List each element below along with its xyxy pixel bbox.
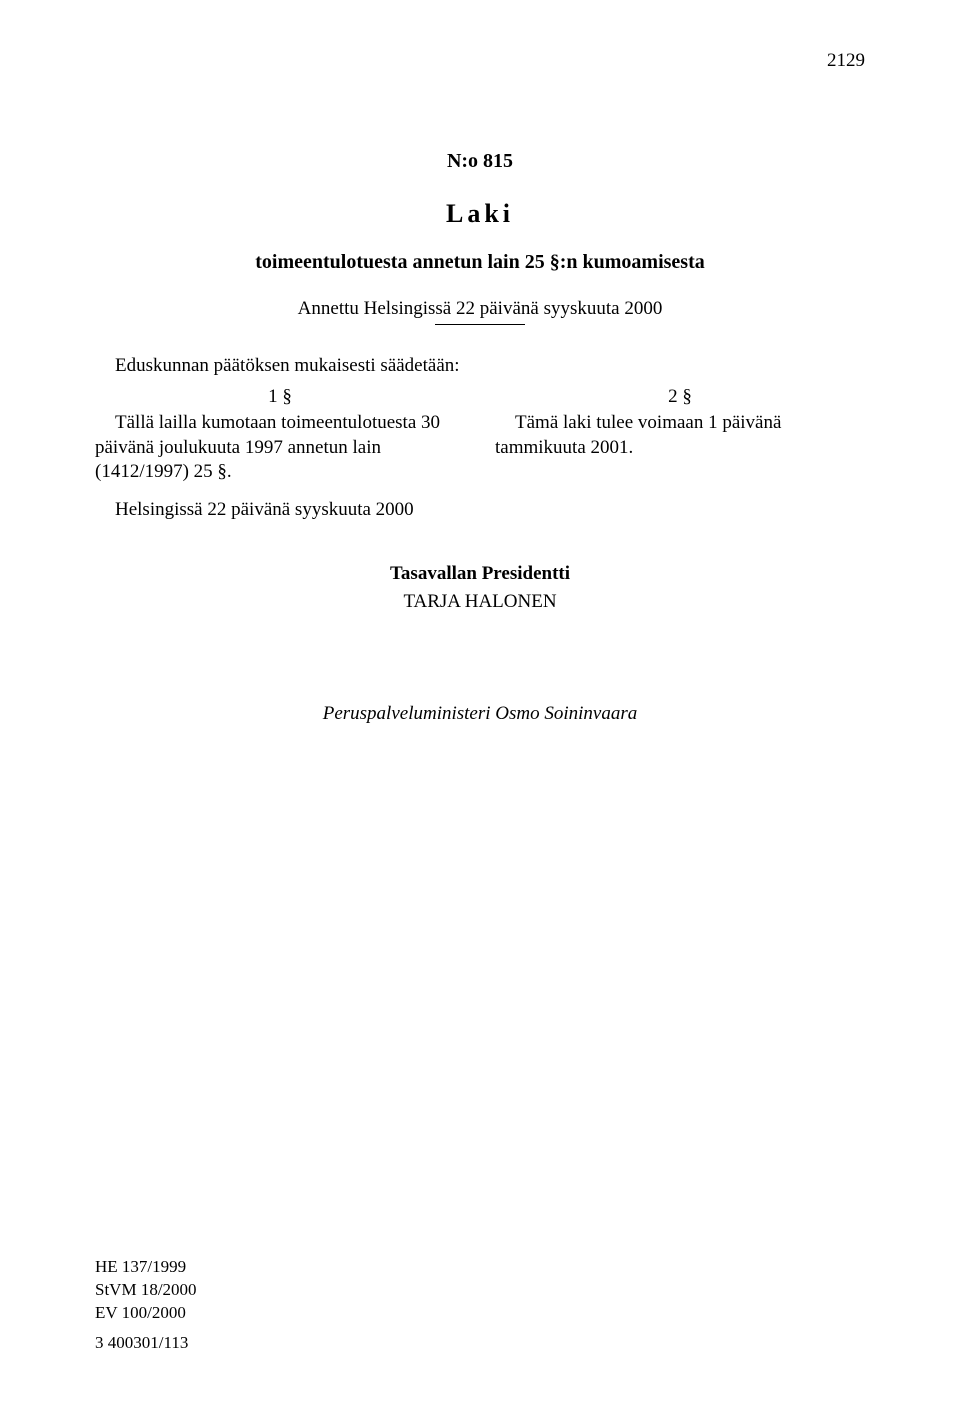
president-name: TARJA HALONEN (95, 591, 865, 613)
divider (435, 324, 525, 325)
section-2-number: 2 § (495, 385, 865, 409)
footer-ref-line: EV 100/2000 (95, 1302, 197, 1325)
page-number: 2129 (827, 50, 865, 72)
given-at: Annettu Helsingissä 22 päivänä syyskuuta… (95, 298, 865, 320)
section-1-text: Tällä lailla kumotaan toimeentulotuesta … (95, 411, 465, 484)
section-2-text: Tämä laki tulee voimaan 1 päivänä tammik… (495, 411, 865, 460)
section-1-number: 1 § (95, 385, 465, 409)
footer-ref-line: HE 137/1999 (95, 1256, 197, 1279)
column-left: 1 § Tällä lailla kumotaan toimeentulotue… (95, 385, 465, 563)
column-right: 2 § Tämä laki tulee voimaan 1 päivänä ta… (495, 385, 865, 563)
closing: Helsingissä 22 päivänä syyskuuta 2000 (95, 498, 465, 522)
footer-references: HE 137/1999 StVM 18/2000 EV 100/2000 (95, 1256, 197, 1325)
footer-sequence: 3 400301/113 (95, 1333, 188, 1353)
document-title: toimeentulotuesta annetun lain 25 §:n ku… (95, 251, 865, 274)
minister: Peruspalveluministeri Osmo Soininvaara (95, 703, 865, 725)
body-columns: 1 § Tällä lailla kumotaan toimeentulotue… (95, 385, 865, 563)
document-type: Laki (95, 199, 865, 229)
president-title: Tasavallan Presidentti (95, 563, 865, 585)
footer-ref-line: StVM 18/2000 (95, 1279, 197, 1302)
document-number: N:o 815 (95, 150, 865, 173)
enacting-clause: Eduskunnan päätöksen mukaisesti säädetää… (95, 355, 865, 377)
